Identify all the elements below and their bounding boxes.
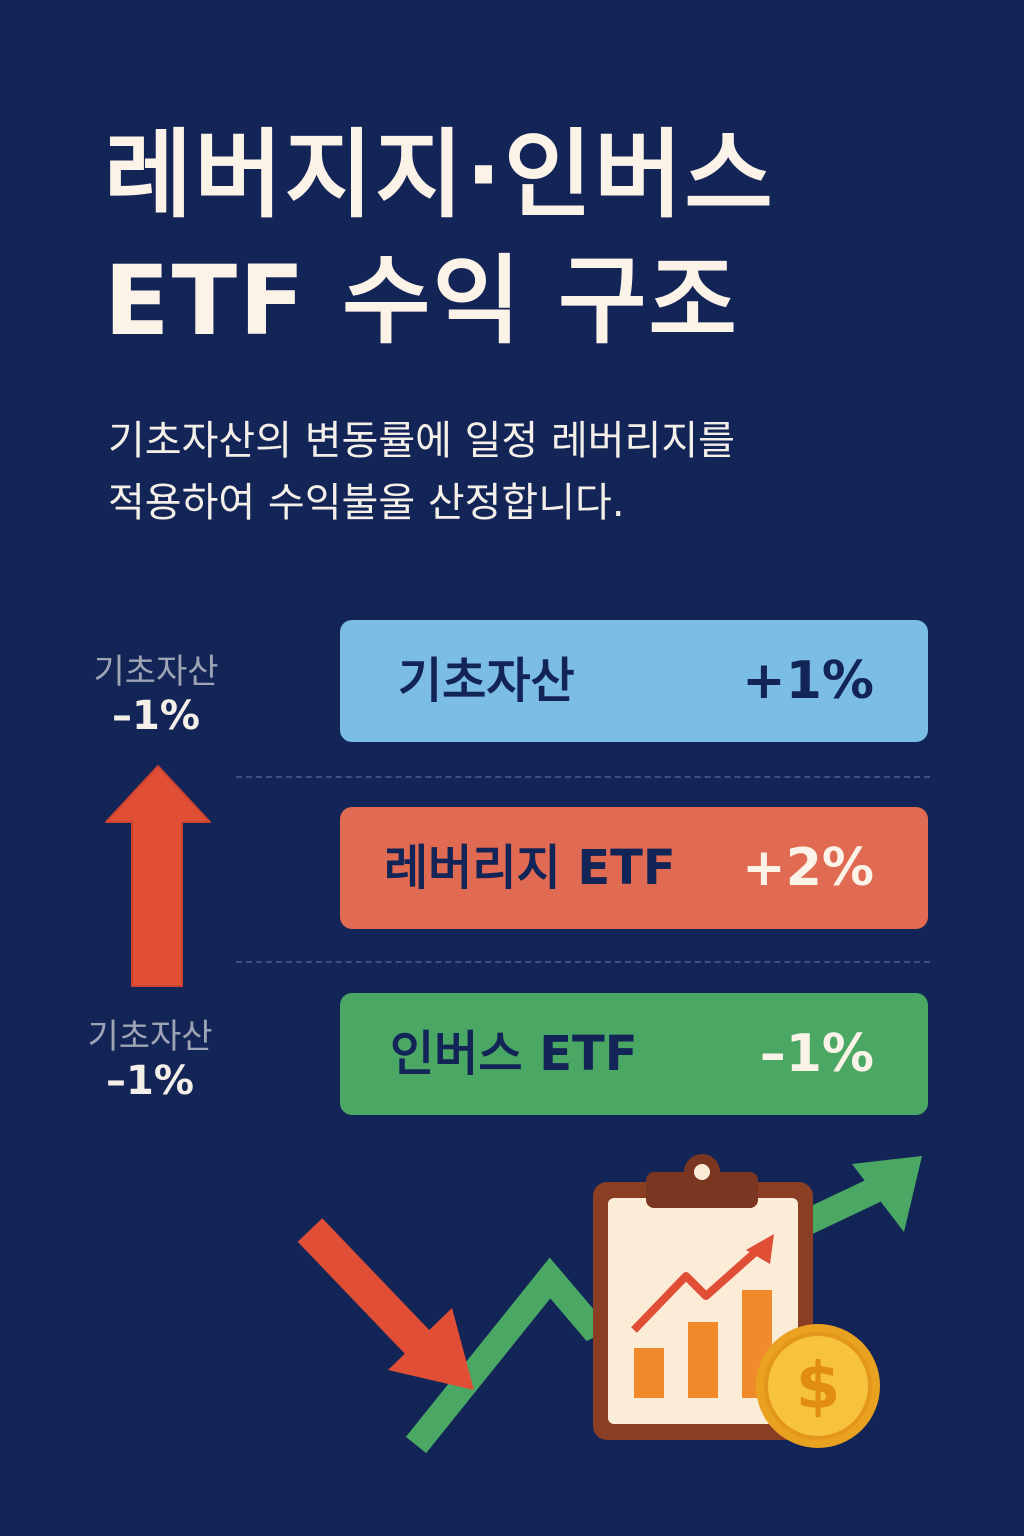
bar-inverse-label: 인버스 ETF: [390, 1026, 638, 1082]
bar-underlying-value: +1%: [742, 651, 874, 711]
down-arrow-icon: [297, 1218, 474, 1390]
bar-underlying-label: 기초자산: [398, 653, 575, 709]
bar-underlying: 기초자산 +1%: [340, 620, 928, 742]
side-label-bottom: 기초자산 –1%: [60, 1015, 240, 1103]
bar-leverage-label: 레버리지 ETF: [384, 840, 676, 896]
clipboard-bar-1: [634, 1348, 664, 1398]
title-line-2: ETF 수익 구조: [104, 245, 739, 357]
bar-inverse-etf: 인버스 ETF –1%: [340, 993, 928, 1115]
bar-leverage-etf: 레버리지 ETF +2%: [340, 807, 928, 929]
side-label-bottom-value: –1%: [106, 1058, 194, 1104]
side-label-bottom-name: 기초자산: [87, 1017, 213, 1057]
page-subtitle: 기초자산의 변동률에 일정 레버리지를 적용하여 수익불울 산정합니다.: [108, 410, 735, 534]
divider-2: [236, 961, 930, 963]
bar-leverage-value: +2%: [742, 838, 874, 898]
clipboard-bar-2: [688, 1322, 718, 1398]
side-label-top: 기초자산 –1%: [66, 650, 246, 738]
title-line-1: 레버지지·인버스: [104, 119, 775, 231]
bar-inverse-value: –1%: [759, 1024, 874, 1084]
svg-text:$: $: [796, 1350, 841, 1424]
side-label-top-name: 기초자산: [93, 652, 219, 692]
finance-illustration: $: [297, 1154, 922, 1454]
subtitle-line-1: 기초자산의 변동률에 일정 레버리지를: [108, 418, 735, 464]
subtitle-line-2: 적용하여 수익불울 산정합니다.: [108, 480, 625, 526]
dollar-coin-icon: $: [756, 1324, 880, 1448]
side-label-top-value: –1%: [112, 693, 200, 739]
page-title: 레버지지·인버스 ETF 수익 구조: [104, 112, 775, 364]
up-arrow-icon: [105, 765, 211, 987]
divider-1: [236, 776, 930, 778]
